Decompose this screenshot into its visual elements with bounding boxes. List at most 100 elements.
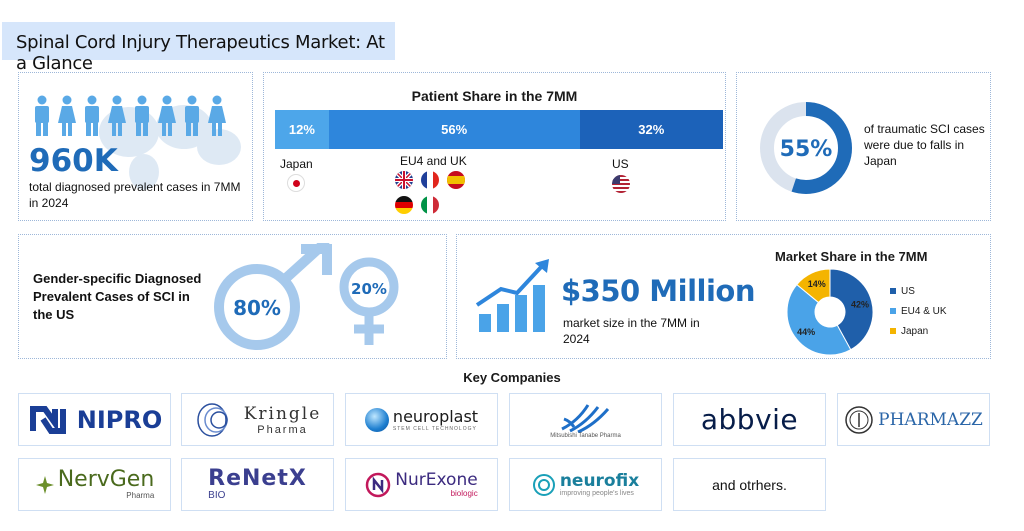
others-text: and otrhers. [712,476,787,493]
legend-item-eu4-uk: EU4 & UK [890,301,947,321]
falls-donut-arc [760,102,852,194]
kringle-sub: Pharma [257,423,308,436]
legend-item-japan: Japan [890,321,947,341]
nervgen-sub: Pharma [126,491,155,500]
mitsubishi-text: Mitsubishi Tanabe Pharma [550,432,621,439]
share-segment-eu4-uk: 56% [328,110,580,149]
neuroplast-orb-icon [364,407,389,432]
renetx-text: ReNetX [208,466,307,491]
patient-share-panel: Patient Share in the 7MM 12% 56% 32% Jap… [263,72,726,221]
logo-kringle: Kringle Pharma [181,393,334,446]
france-flag-icon [421,171,439,189]
patient-share-title: Patient Share in the 7MM [411,88,578,104]
male-person-icon [85,95,99,136]
share-segment-japan: 12% [275,110,329,149]
pie-slice-japan [796,268,831,304]
female-person-icon [58,95,76,136]
pharmazz-text: PHARMAZZ [878,409,983,430]
logo-nurexone: NurExone biologic [345,458,498,511]
pharmazz-seal-icon [845,405,873,434]
logo-mitsubishi-tanabe: Mitsubishi Tanabe Pharma [509,393,662,446]
gender-panel: Gender-specific Diagnosed Prevalent Case… [18,234,447,359]
germany-flag-icon [395,196,413,214]
people-icons [31,95,228,137]
neuroplast-sub: STEM CELL TECHNOLOGY [392,426,477,432]
pie-slice-us [829,268,874,351]
pie-label-eu4-uk: 44% [797,327,815,337]
italy-flag-icon [421,196,439,214]
neurofix-swirl-icon [532,473,555,496]
japan-flag-icon [287,174,305,192]
logo-abbvie: abbvie [673,393,826,446]
female-person-icon [158,95,176,136]
mitsubishi-wave-icon [560,403,609,433]
logo-pharmazz: PHARMAZZ [837,393,990,446]
nervgen-text: NervGen [57,467,155,492]
legend-swatch-eu4-uk [890,308,896,314]
neuroplast-text: neuroplast [392,407,479,426]
female-value: 20% [351,280,387,298]
pie-slice-eu4-uk [786,283,852,356]
female-person-icon [108,95,126,136]
market-panel: $350 Million market size in the 7MM in 2… [456,234,991,359]
neurofix-sub: improving people's lives [559,490,634,497]
market-size-description: market size in the 7MM in 2024 [563,316,700,346]
logo-neurofix: neurofix improving people's lives [509,458,662,511]
nipro-text: NIPRO [76,405,163,434]
share-segment-us: 32% [579,110,723,149]
growth-chart-icon [475,259,549,332]
falls-donut: 55% [760,102,852,194]
spain-flag-icon [447,171,465,189]
abbvie-text: abbvie [700,403,799,436]
logo-renetx: ReNetX BIO [181,458,334,511]
pie-label-us: 42% [851,299,869,309]
share-label-eu4-uk: EU4 and UK [400,154,467,168]
logo-neuroplast: neuroplast STEM CELL TECHNOLOGY [345,393,498,446]
page-title: Spinal Cord Injury Therapeutics Market: … [16,32,385,74]
logo-nervgen: NervGen Pharma [18,458,171,511]
falls-panel: 55% of traumatic SCI cases were due to f… [736,72,991,221]
nipro-mark-icon [29,405,66,434]
market-size-value: $350 Million [561,274,756,308]
kringle-swirl-icon [196,402,228,437]
legend-item-us: US [890,281,947,301]
legend-label-eu4-uk: EU4 & UK [901,305,947,317]
uk-flag-icon [395,171,413,189]
logo-nipro: NIPRO [18,393,171,446]
prevalent-cases-value: 960K [29,143,118,179]
nurexone-text: NurExone [395,470,478,490]
nervgen-star-icon [35,475,54,494]
male-person-icon [185,95,199,136]
male-symbol-icon: 80% [214,243,332,350]
legend-swatch-japan [890,328,896,334]
gender-title: Gender-specific Diagnosed Prevalent Case… [33,271,202,322]
male-person-icon [35,95,49,136]
falls-value: 55% [780,137,833,162]
female-symbol-icon: 20% [339,257,399,345]
patient-share-bar: 12% 56% 32% [275,110,723,149]
title-banner: Spinal Cord Injury Therapeutics Market: … [2,22,395,74]
prevalent-cases-panel: 960K total diagnosed prevalent cases in … [18,72,253,221]
market-share-title: Market Share in the 7MM [775,249,928,264]
share-label-us: US [612,157,629,171]
others-box: and otrhers. [673,458,826,511]
falls-description: of traumatic SCI cases were due to falls… [864,122,985,168]
pie-label-japan: 14% [808,279,826,289]
market-share-legend: US EU4 & UK Japan [890,281,947,341]
renetx-sub: BIO [208,490,226,501]
nurexone-mark-icon [366,472,391,497]
market-share-pie: 42% 44% 14% [786,268,874,356]
legend-label-japan: Japan [901,325,929,337]
nurexone-sub: biologic [450,489,478,498]
us-flag-icon [612,175,630,193]
male-value: 80% [233,296,281,320]
share-label-japan: Japan [280,157,313,171]
legend-label-us: US [901,285,915,297]
male-person-icon [135,95,149,136]
kringle-text: Kringle [243,403,322,424]
neurofix-text: neurofix [559,471,640,491]
prevalent-cases-description: total diagnosed prevalent cases in 7MM i… [29,180,241,210]
legend-swatch-us [890,288,896,294]
key-companies-title: Key Companies [463,370,561,385]
female-person-icon [208,95,226,136]
